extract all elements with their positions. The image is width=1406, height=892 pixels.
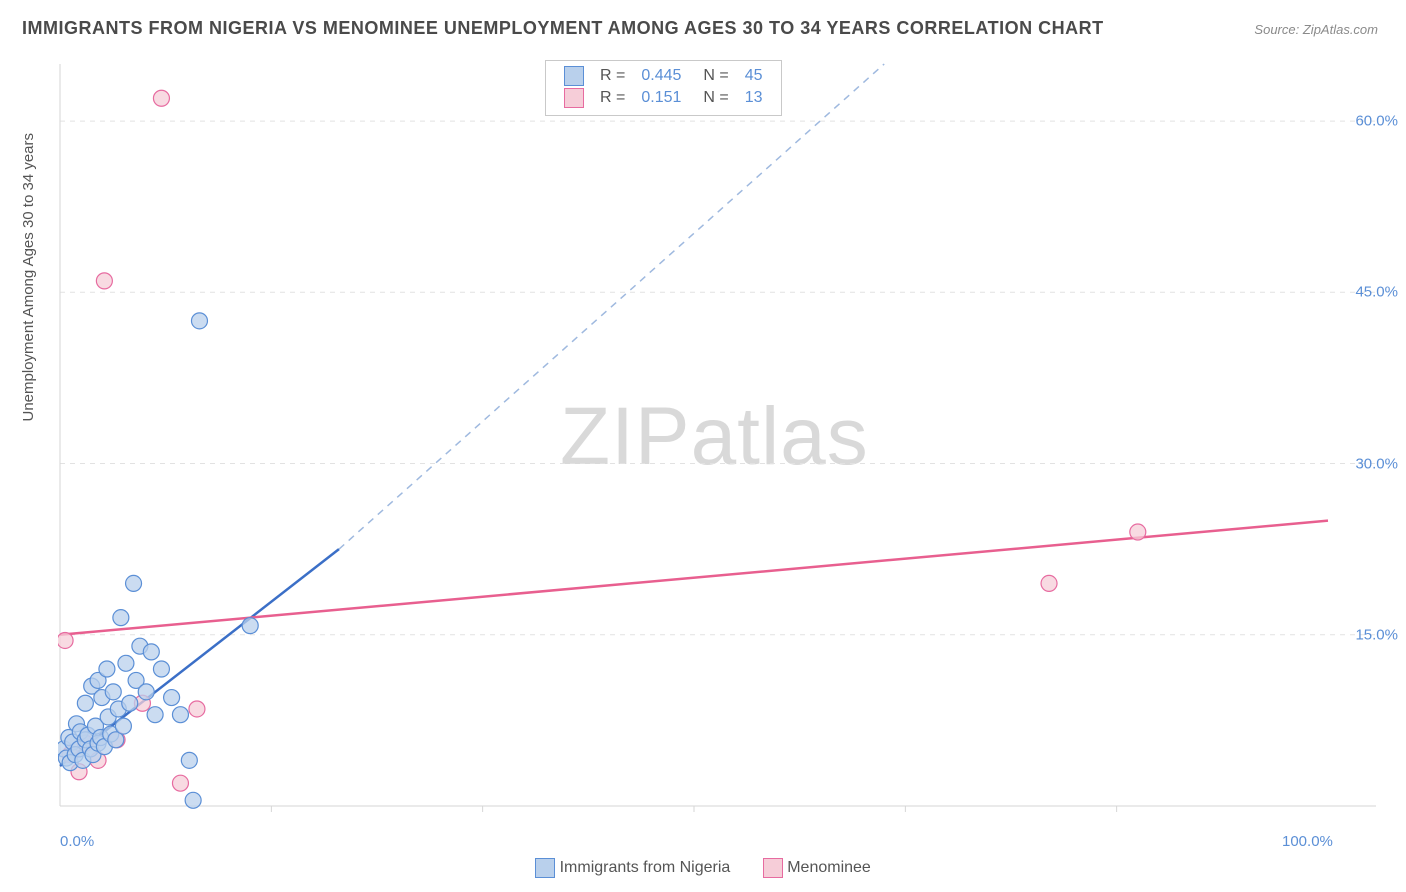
y-tick-label: 30.0%	[1355, 455, 1398, 472]
y-tick-label: 45.0%	[1355, 284, 1398, 301]
legend-swatch-nigeria-icon	[535, 858, 555, 878]
chart-svg	[58, 58, 1378, 838]
legend-r-nigeria: 0.445	[633, 65, 689, 87]
source-value: ZipAtlas.com	[1303, 22, 1378, 37]
x-tick-label: 100.0%	[1282, 833, 1333, 850]
x-tick-label: 0.0%	[60, 833, 94, 850]
y-axis-label: Unemployment Among Ages 30 to 34 years	[20, 133, 37, 422]
legend-n-nigeria: 45	[737, 65, 771, 87]
chart-plot-area	[58, 58, 1378, 838]
legend-r-menominee: 0.151	[633, 87, 689, 109]
correlation-legend: R = 0.445 N = 45 R = 0.151 N = 13	[545, 60, 782, 116]
y-tick-label: 15.0%	[1355, 626, 1398, 643]
legend-item-menominee: Menominee	[763, 859, 871, 876]
source-label: Source:	[1254, 22, 1299, 37]
series-legend: Immigrants from Nigeria Menominee	[0, 858, 1406, 878]
source-credit: Source: ZipAtlas.com	[1254, 22, 1378, 37]
y-tick-label: 60.0%	[1355, 113, 1398, 130]
legend-swatch-nigeria	[564, 66, 584, 86]
legend-row-menominee: R = 0.151 N = 13	[556, 87, 771, 109]
legend-label-menominee: Menominee	[787, 859, 871, 876]
chart-title: IMMIGRANTS FROM NIGERIA VS MENOMINEE UNE…	[22, 18, 1104, 39]
legend-n-menominee: 13	[737, 87, 771, 109]
legend-item-nigeria: Immigrants from Nigeria	[535, 859, 735, 876]
legend-row-nigeria: R = 0.445 N = 45	[556, 65, 771, 87]
legend-label-nigeria: Immigrants from Nigeria	[560, 859, 731, 876]
legend-swatch-menominee-icon	[763, 858, 783, 878]
legend-swatch-menominee	[564, 88, 584, 108]
